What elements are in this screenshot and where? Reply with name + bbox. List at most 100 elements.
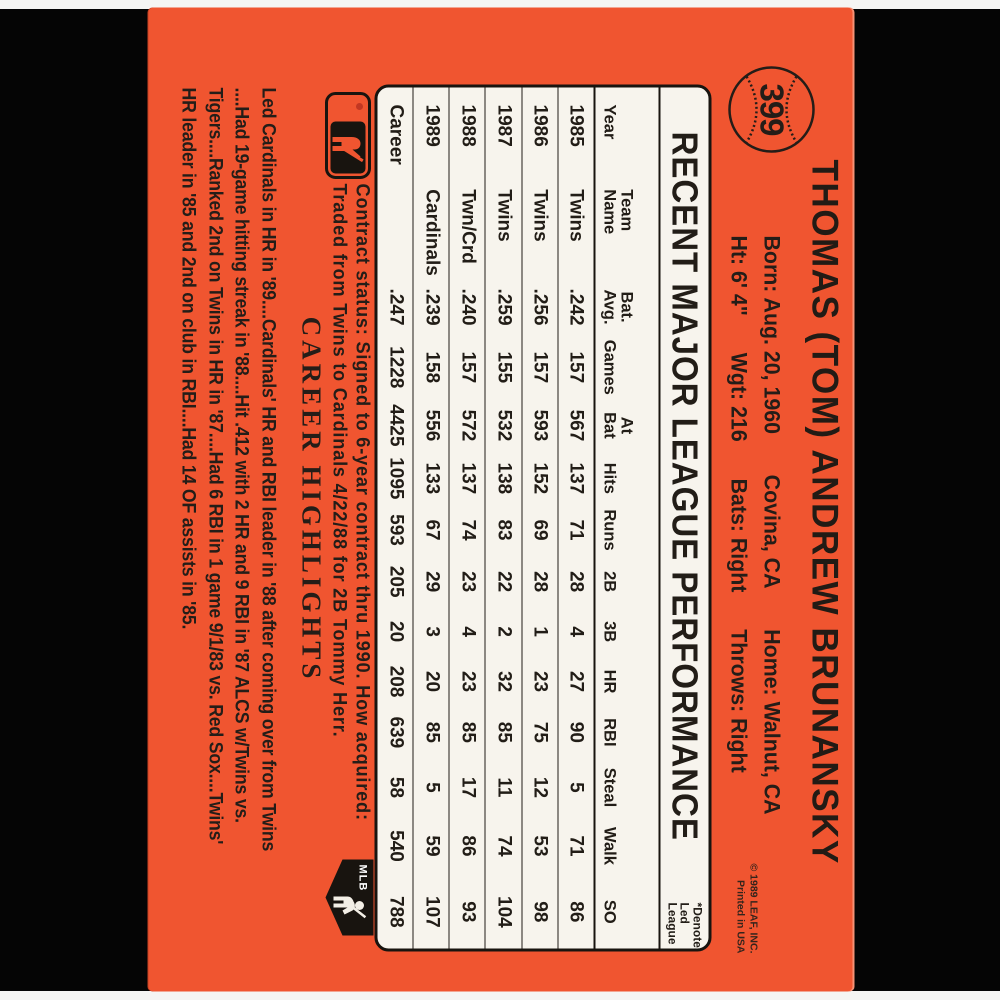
col-header-avg: Bat. Avg.: [601, 277, 659, 337]
header-line: Year: [600, 104, 619, 140]
bio-birthplace: Covina, CA: [759, 474, 785, 589]
stats-title: RECENT MAJOR LEAGUE PERFORMANCE: [664, 131, 706, 841]
header-divider: [593, 87, 596, 949]
col-header-hr: HR: [601, 657, 659, 707]
header-line: Bat: [600, 412, 619, 439]
col-header-hits: Hits: [601, 453, 659, 503]
stat-cell: 28: [565, 571, 587, 593]
stats-row-1986: 1986 Twins .256 157 593 152 69 28 1 23 75 12 53 98: [522, 87, 559, 949]
stat-cell: 74: [457, 519, 479, 541]
stat-cell: 1985: [565, 104, 587, 147]
stat-cell: 572: [457, 409, 479, 442]
stat-cell: 23: [457, 571, 479, 593]
stat-cell: 98: [529, 901, 551, 923]
stat-cell: 4: [565, 626, 587, 637]
stat-cell: 20: [385, 621, 407, 643]
col-header-team: Team Name: [601, 169, 659, 277]
stat-cell: 58: [385, 776, 407, 799]
header-line: SO: [600, 899, 619, 924]
header-line: Games: [600, 339, 619, 395]
highlight-line-2: ....Had 19-game hitting streak in '88...…: [231, 87, 252, 823]
stat-cell: 593: [385, 514, 407, 546]
header-line: Walk: [600, 827, 619, 865]
bio-line-1: Born: Aug. 20, 1960 Covina, CA Home: Wal…: [759, 236, 785, 815]
header-line: HR: [600, 669, 619, 694]
col-header-so: SO: [601, 875, 659, 948]
header-line: Runs: [600, 509, 619, 551]
stat-cell: 1988: [457, 104, 479, 147]
stat-cell: 157: [529, 351, 551, 384]
stat-cell: Twins: [565, 189, 587, 242]
stat-cell: 155: [493, 351, 515, 384]
col-header-2b: 2B: [601, 557, 659, 607]
baseball-card-back: 399 THOMAS (TOM) ANDREW BRUNANSKY Born: …: [147, 7, 855, 992]
stat-cell: 90: [565, 721, 587, 743]
copyright-line-1: © 1989 LEAF, INC.: [747, 863, 760, 954]
stat-cell: .256: [529, 288, 551, 326]
stat-cell: .242: [565, 288, 587, 326]
stat-cell: 29: [421, 571, 443, 593]
career-highlights-text: Led Cardinals in HR in '89....Cardinals'…: [175, 88, 281, 852]
copyright-line-2: Printed in USA: [734, 879, 747, 954]
stat-cell: 53: [529, 835, 551, 857]
stat-cell: 158: [421, 351, 443, 384]
header-line: Name: [600, 189, 619, 235]
header-line: 2B: [600, 571, 619, 593]
stat-cell: 788: [385, 896, 407, 928]
header-line: RBI: [600, 718, 619, 747]
stat-cell: 11: [493, 777, 515, 798]
stat-cell: 157: [565, 351, 587, 384]
bottom-white-strip: [0, 991, 1000, 1000]
stat-cell: 86: [457, 835, 479, 857]
contract-status-line-1: Contract status: Signed to 6-year contra…: [351, 183, 373, 821]
stat-cell: 532: [493, 409, 515, 442]
stat-cell: 85: [493, 721, 515, 743]
stat-cell: 69: [529, 519, 551, 541]
stats-row-career: Career .247 1228 4425 1095 593 205 20 208 639 58 54…: [377, 87, 414, 949]
stat-cell: Career: [385, 104, 407, 165]
highlight-line-4: HR leader in '85 and 2nd on club in RBI.…: [178, 87, 199, 630]
copyright: © 1989 LEAF, INC. Printed in USA: [734, 863, 760, 953]
stat-cell: 83: [493, 519, 515, 541]
stats-footnote-line-1: *Denotes: [690, 902, 705, 952]
stat-cell: 1095: [385, 457, 407, 500]
highlight-line-1: Led Cardinals in HR in '89....Cardinals'…: [257, 87, 279, 852]
stat-cell: 1: [529, 626, 551, 637]
highlight-line-3: Tigers....Ranked 2nd on Twins in HR in '…: [204, 87, 226, 845]
stat-cell: 1987: [493, 104, 515, 147]
stats-footnote: *Denotes Led League: [665, 902, 705, 952]
stat-cell: 137: [457, 462, 479, 495]
top-white-strip: [0, 0, 1000, 9]
stat-cell: 1989: [421, 104, 443, 147]
stat-cell: .247: [385, 288, 407, 326]
header-line: 3B: [600, 621, 619, 643]
bio-home: Home: Walnut, CA: [759, 629, 785, 815]
stat-cell: 71: [565, 519, 587, 541]
stats-panel: RECENT MAJOR LEAGUE PERFORMANCE *Denotes…: [374, 84, 712, 952]
bio-born: Born: Aug. 20, 1960: [759, 235, 785, 434]
col-header-year: Year: [601, 88, 659, 170]
player-name: THOMAS (TOM) ANDREW BRUNANSKY: [804, 159, 846, 865]
stat-cell: 3: [421, 626, 443, 637]
stats-rows: 1985 Twins .242 157 567 137 71 28 4 27 90 5 71 86 198…: [377, 87, 594, 949]
stat-cell: 133: [421, 462, 443, 495]
col-header-games: Games: [601, 337, 659, 397]
mlbpa-label: MLB: [357, 865, 369, 892]
header-line: Hits: [600, 462, 619, 494]
stats-title-row: RECENT MAJOR LEAGUE PERFORMANCE *Denotes…: [661, 88, 709, 952]
stat-cell: 75: [529, 721, 551, 743]
stat-cell: .240: [457, 288, 479, 326]
stat-cell: Twins: [529, 189, 551, 242]
col-header-walk: Walk: [601, 817, 659, 876]
bio-bats: Bats: Right: [726, 478, 752, 593]
card-number: 399: [753, 83, 791, 136]
col-header-steal: Steal: [601, 758, 659, 817]
stat-cell: 28: [529, 571, 551, 593]
col-header-at-bat: At Bat: [601, 397, 659, 453]
stat-cell: 12: [529, 776, 551, 799]
stats-row-1987: 1987 Twins .259 155 532 138 83 22 2 32 85 11 74 104: [485, 87, 523, 949]
title-divider: [658, 87, 661, 949]
stat-cell: 17: [457, 776, 479, 799]
stat-cell: 1228: [385, 346, 407, 389]
stat-cell: Cardinals: [421, 189, 443, 276]
